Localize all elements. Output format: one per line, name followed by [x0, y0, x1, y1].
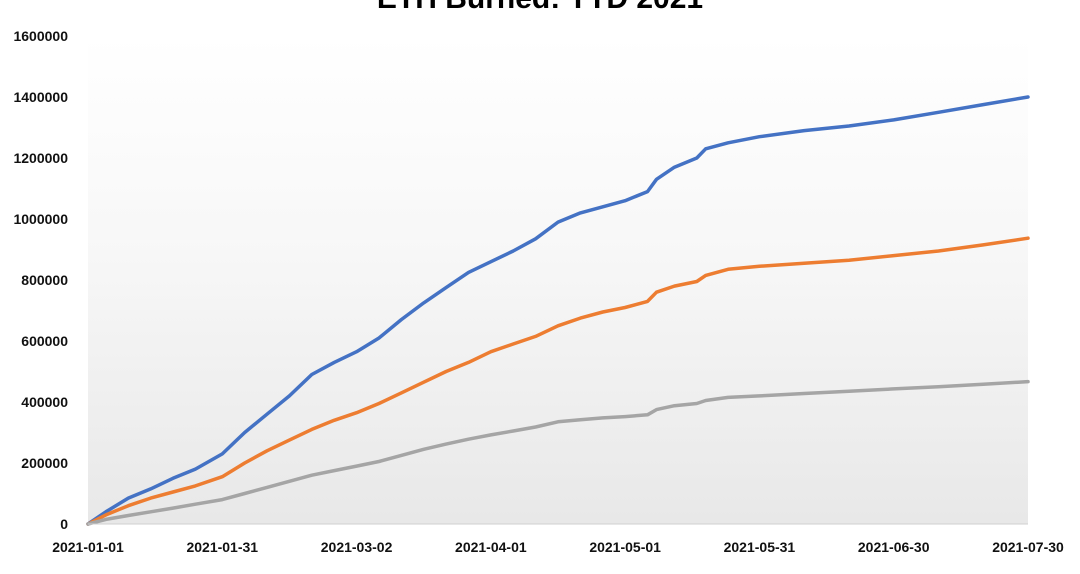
x-tick-label: 2021-01-31 — [186, 539, 258, 555]
x-tick-label: 2021-05-01 — [589, 539, 661, 555]
y-tick-label: 400000 — [21, 394, 68, 410]
y-tick-label: 600000 — [21, 333, 68, 349]
series-line-3 — [86, 379, 1030, 526]
x-tick-label: 2021-01-01 — [52, 539, 124, 555]
series-line-2 — [86, 236, 1030, 526]
y-tick-label: 800000 — [21, 272, 68, 288]
x-tick-label: 2021-05-31 — [724, 539, 796, 555]
chart-title: ETH Burned: YTD 2021 — [377, 0, 703, 15]
x-tick-label: 2021-06-30 — [858, 539, 930, 555]
x-tick-label: 2021-04-01 — [455, 539, 527, 555]
plot-area — [88, 36, 1028, 524]
x-tick-label: 2021-03-02 — [321, 539, 393, 555]
y-tick-label: 1200000 — [13, 150, 68, 166]
y-tick-label: 1000000 — [13, 211, 68, 227]
series-layer — [86, 95, 1030, 526]
axis-layer: 0 200000 400000 600000 800000 1000000 1200000 1… — [13, 28, 1064, 555]
series-line-1 — [86, 95, 1030, 526]
y-tick-label: 1600000 — [13, 28, 68, 44]
y-tick-label: 200000 — [21, 455, 68, 471]
y-tick-label: 0 — [60, 516, 68, 532]
x-tick-label: 2021-07-30 — [992, 539, 1064, 555]
y-tick-label: 1400000 — [13, 89, 68, 105]
